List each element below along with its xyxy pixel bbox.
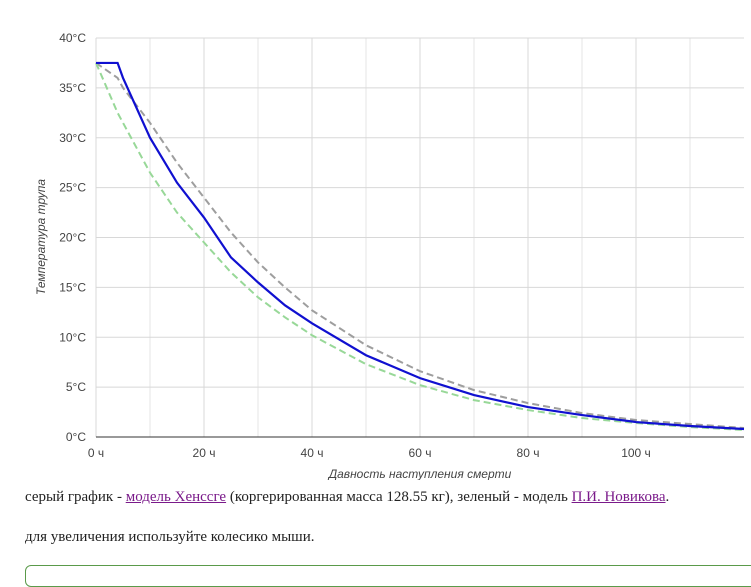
panel: [25, 565, 751, 587]
y-axis-title: Температура трупа: [34, 179, 48, 295]
x-tick-label: 0 ч: [88, 446, 104, 460]
y-tick-label: 0°C: [66, 430, 86, 444]
series-line: [96, 61, 745, 431]
link[interactable]: П.И. Новикова: [571, 489, 666, 505]
y-tick-label: 40°C: [59, 31, 86, 45]
y-tick-label: 25°C: [59, 181, 86, 195]
x-axis-title: Давность наступления смерти: [327, 467, 512, 480]
note-text: серый график -: [25, 489, 126, 505]
legend-note: серый график - модель Хенссге (коргериро…: [25, 489, 669, 506]
y-tick-label: 35°C: [59, 81, 86, 95]
x-tick-label: 20 ч: [193, 446, 216, 460]
x-tick-label: 60 ч: [409, 446, 432, 460]
x-tick-label: 80 ч: [517, 446, 540, 460]
chart: Давность наступления смерти Температура …: [34, 31, 745, 480]
note-text: (коргерированная масса 128.55 кг), зелен…: [226, 489, 572, 505]
x-tick-label: 100 ч: [621, 446, 651, 460]
series-line: [95, 62, 745, 430]
series-line: [95, 62, 745, 432]
y-tick-label: 10°C: [59, 330, 86, 344]
x-tick-label: 40 ч: [301, 446, 324, 460]
y-tick-label: 30°C: [59, 131, 86, 145]
y-tick-label: 15°C: [59, 280, 86, 294]
link[interactable]: модель Хенссге: [125, 489, 227, 505]
y-tick-label: 5°C: [66, 380, 86, 394]
hint: для увеличения используйте колесико мыши…: [25, 529, 315, 545]
y-tick-label: 20°C: [59, 231, 86, 245]
page: Давность наступления смерти Температура …: [25, 31, 751, 587]
note-text: .: [665, 489, 670, 505]
